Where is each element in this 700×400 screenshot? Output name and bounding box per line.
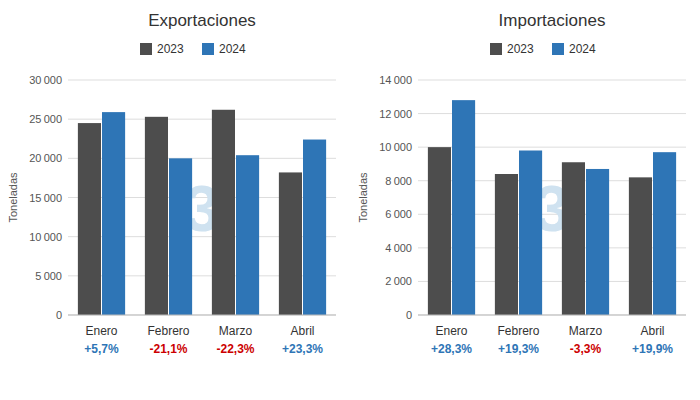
y-tick-label: 0 <box>406 309 412 321</box>
annotation: +5,7% <box>84 342 119 356</box>
bar <box>653 152 676 315</box>
title: Exportaciones <box>148 11 256 30</box>
bar <box>212 110 235 315</box>
bar <box>428 147 451 315</box>
bar <box>78 123 101 315</box>
y-axis-label: Toneladas <box>357 172 369 223</box>
annotation: +23,3% <box>282 342 323 356</box>
y-tick-label: 4 000 <box>385 242 412 254</box>
y-tick-label: 0 <box>56 309 62 321</box>
annotation: -21,1% <box>149 342 187 356</box>
bars <box>428 100 676 315</box>
background <box>0 0 700 400</box>
annotation: +28,3% <box>431 342 472 356</box>
legend: 2023 2024 <box>140 42 246 56</box>
y-tick-label: 2 000 <box>385 275 412 287</box>
x-tick-label: Enero <box>85 324 117 338</box>
bar <box>629 177 652 315</box>
title: Importaciones <box>499 11 606 30</box>
x-tick-label: Marzo <box>569 324 603 338</box>
bar <box>145 117 168 315</box>
y-tick-label: 5 000 <box>35 270 62 282</box>
legend-label: 2024 <box>219 42 246 56</box>
bar <box>279 172 302 315</box>
legend-swatch <box>552 43 564 55</box>
y-tick-label: 15 000 <box>29 192 62 204</box>
y-tick-label: 30 000 <box>29 74 62 86</box>
legend-label: 2023 <box>157 42 184 56</box>
bar <box>102 112 125 315</box>
y-tick-label: 20 000 <box>29 152 62 164</box>
y-tick-label: 12 000 <box>379 108 412 120</box>
bar <box>452 100 475 315</box>
legend-swatch <box>202 43 214 55</box>
bars <box>78 110 326 315</box>
annotation: -22,3% <box>216 342 254 356</box>
annotation: +19,3% <box>498 342 539 356</box>
y-tick-label: 25 000 <box>29 113 62 125</box>
y-axis-label: Toneladas <box>7 172 19 223</box>
grid-line <box>68 315 336 316</box>
x-axis-line <box>68 315 336 316</box>
bar <box>519 151 542 316</box>
bar <box>303 140 326 315</box>
x-tick-label: Febrero <box>147 324 189 338</box>
legend-label: 2024 <box>569 42 596 56</box>
grid-line <box>418 80 686 81</box>
legend: 2023 2024 <box>490 42 596 56</box>
panel: Exportaciones 2023 2024 0 5 000 10 000 15 000 2… <box>7 11 336 356</box>
chart-container: Exportaciones 2023 2024 0 5 000 10 000 15 000 2… <box>0 0 700 400</box>
x-tick-label: Febrero <box>497 324 539 338</box>
y-tick-label: 10 000 <box>29 231 62 243</box>
annotation: -3,3% <box>570 342 602 356</box>
x-axis-line <box>418 315 686 316</box>
x-tick-label: Marzo <box>219 324 253 338</box>
bar <box>586 169 609 315</box>
x-tick-label: Abril <box>290 324 314 338</box>
annotation: +19,9% <box>632 342 673 356</box>
y-tick-label: 14 000 <box>379 74 412 86</box>
legend-swatch <box>490 43 502 55</box>
y-tick-label: 6 000 <box>385 208 412 220</box>
bar <box>495 174 518 315</box>
grid-line <box>418 315 686 316</box>
chart-svg: Exportaciones 2023 2024 0 5 000 10 000 15 000 2… <box>0 0 700 400</box>
bar <box>562 162 585 315</box>
y-tick-label: 8 000 <box>385 175 412 187</box>
bar <box>169 158 192 315</box>
legend-swatch <box>140 43 152 55</box>
y-tick-label: 10 000 <box>379 141 412 153</box>
x-tick-label: Abril <box>640 324 664 338</box>
x-tick-label: Enero <box>435 324 467 338</box>
legend-label: 2023 <box>507 42 534 56</box>
grid-line <box>68 80 336 81</box>
panel: Importaciones 2023 2024 0 2 000 4 000 6 000 8 0… <box>357 11 686 356</box>
bar <box>236 155 259 315</box>
